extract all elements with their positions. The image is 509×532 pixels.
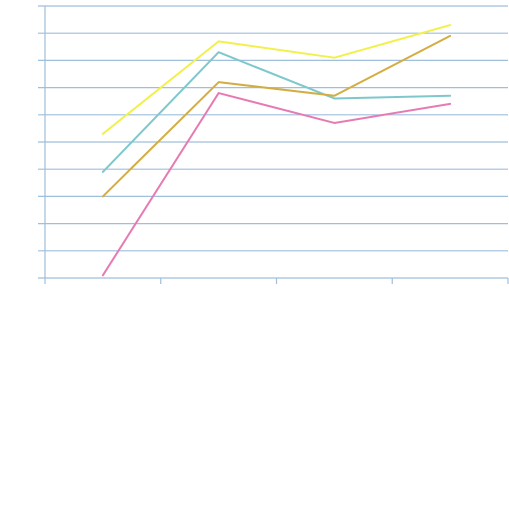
series-line-1 (101, 24, 452, 135)
axes (44, 6, 509, 284)
series-group (101, 24, 452, 277)
series-line-3 (101, 34, 452, 198)
series-line-4 (101, 92, 452, 277)
gridlines (38, 5, 508, 279)
series-line-2 (101, 51, 452, 173)
